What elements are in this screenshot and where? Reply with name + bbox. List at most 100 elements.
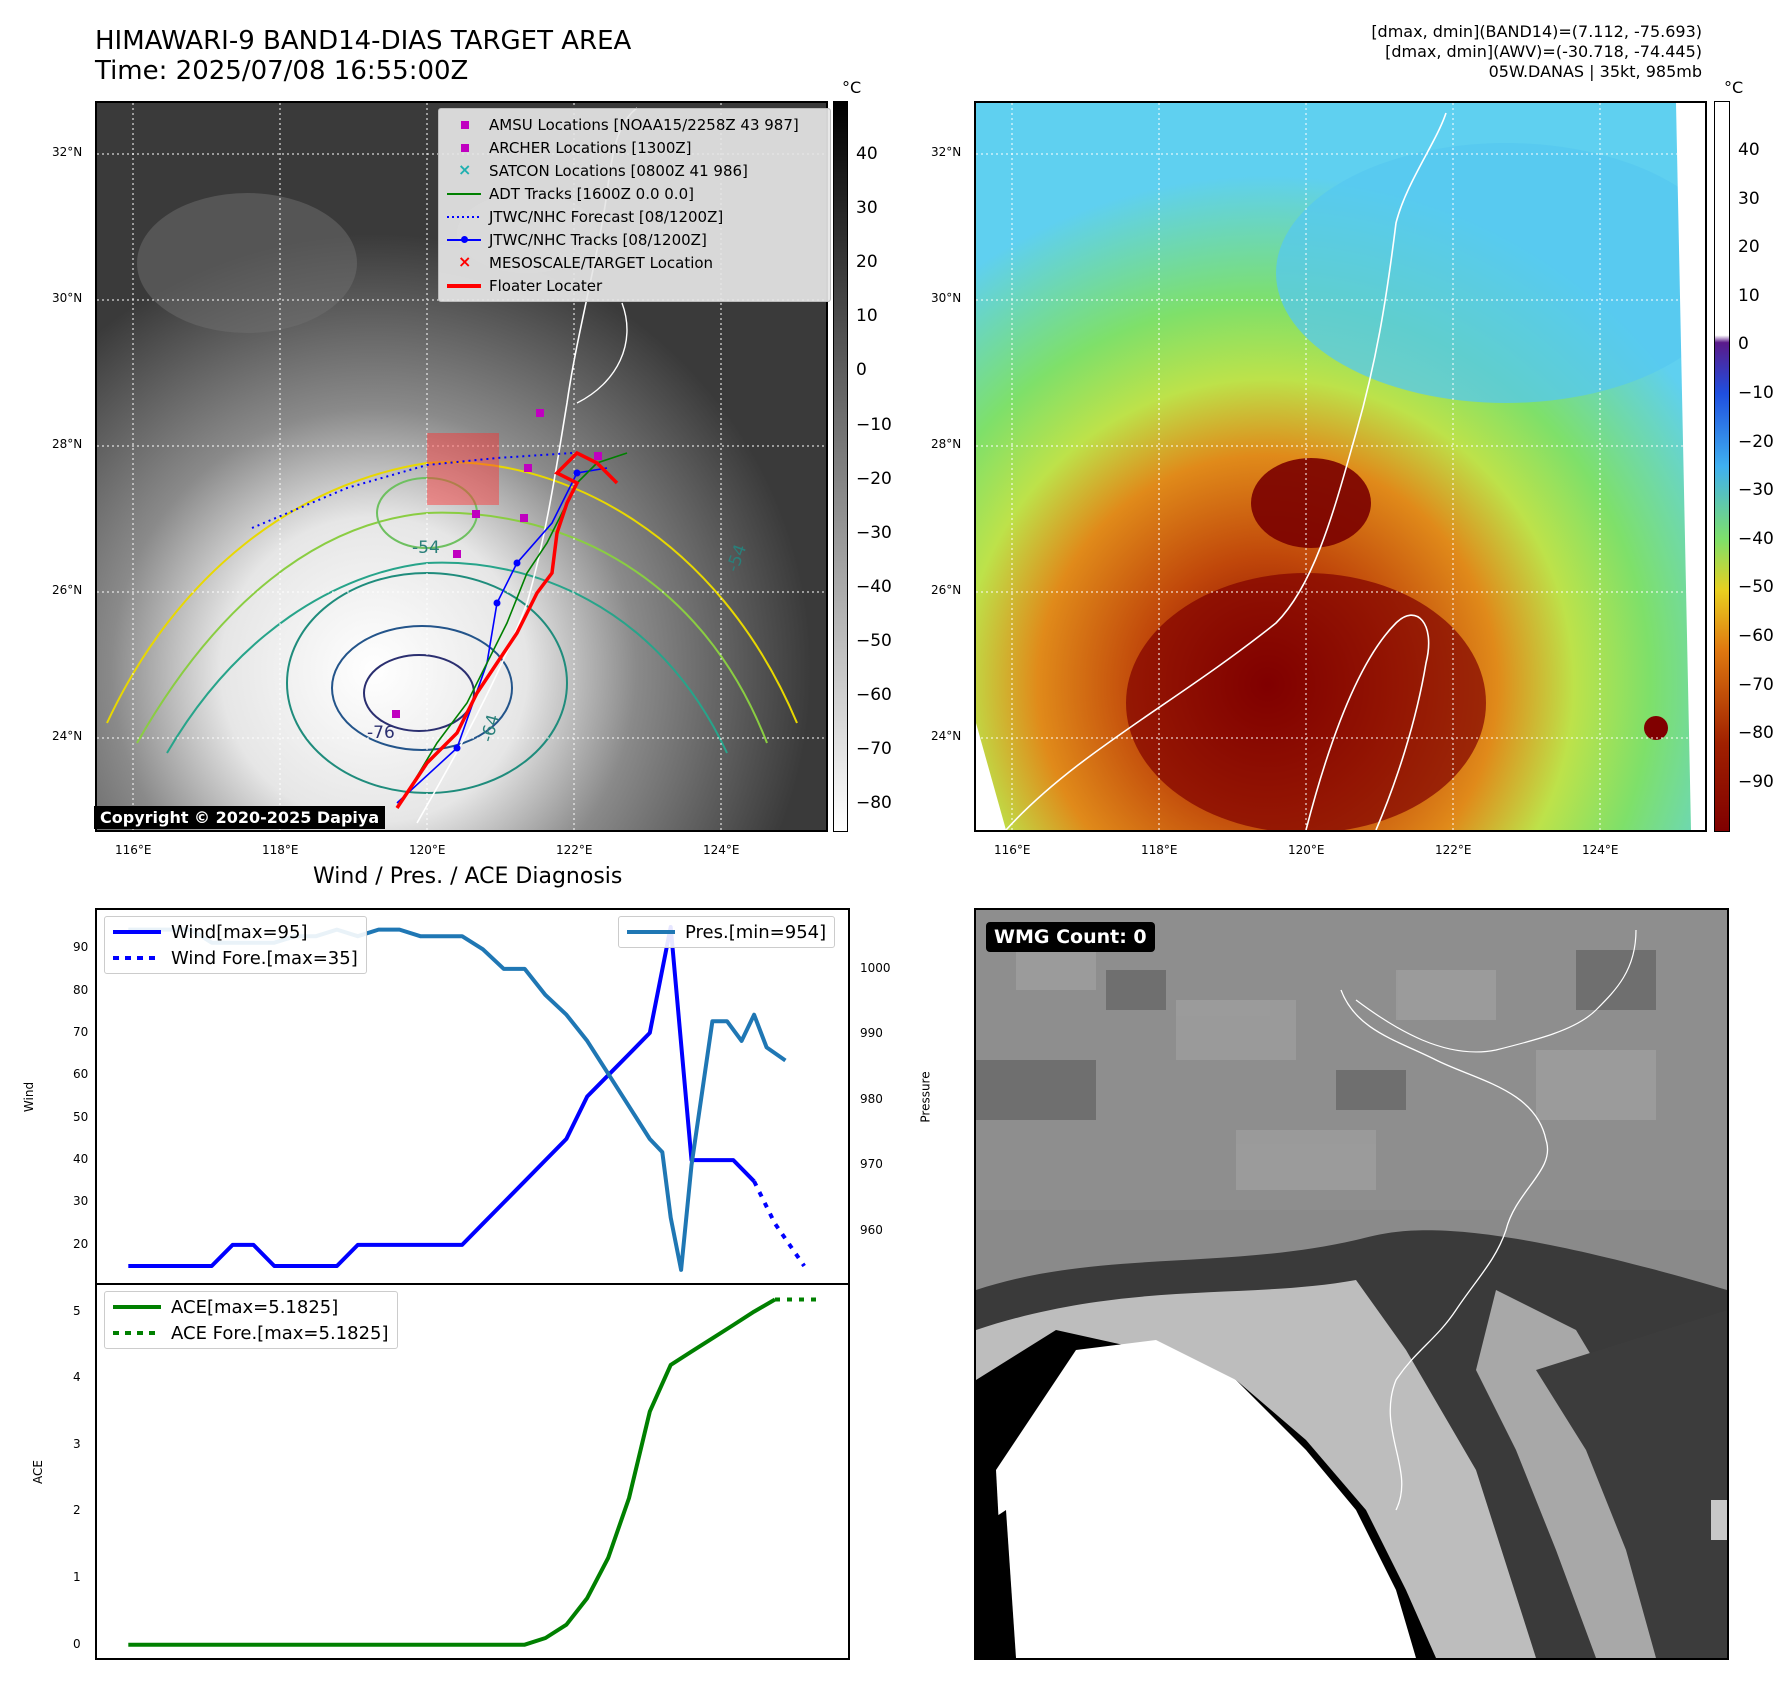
lat-tick: 26°N xyxy=(931,583,962,597)
legend-entry: ADT Tracks [1600Z 0.0 0.0] xyxy=(447,182,822,205)
colorbar-tick: −60 xyxy=(856,685,892,705)
info-storm: 05W.DANAS | 35kt, 985mb xyxy=(1488,62,1702,81)
wmg-count-badge: WMG Count: 0 xyxy=(986,922,1155,952)
wv-map-image xyxy=(976,103,1705,830)
legend-entry-ace: ACE[max=5.1825] xyxy=(113,1294,389,1320)
colorbar-tick: −20 xyxy=(1738,431,1774,452)
lon-tick: 116°E xyxy=(994,843,1031,857)
figure-title: HIMAWARI-9 BAND14-DIAS TARGET AREA Time:… xyxy=(95,26,631,86)
map-legend: AMSU Locations [NOAA15/2258Z 43 987] ARCH… xyxy=(438,108,831,302)
wv-map-panel xyxy=(974,101,1707,832)
legend-entry: ARCHER Locations [1300Z] xyxy=(447,136,822,159)
colorbar-tick: −70 xyxy=(856,739,892,760)
title-time: Time: 2025/07/08 16:55:00Z xyxy=(95,56,469,86)
legend-swatch xyxy=(447,276,481,296)
legend-label: JTWC/NHC Forecast [08/1200Z] xyxy=(489,207,724,226)
pressure-legend: Pres.[min=954] xyxy=(618,916,836,948)
legend-entry: Floater Locater xyxy=(447,274,822,297)
colorbar-tick: 10 xyxy=(1738,285,1760,306)
legend-entry-wind-forecast: Wind Fore.[max=35] xyxy=(113,945,358,971)
legend-swatch: × xyxy=(458,251,472,271)
legend-label: ADT Tracks [1600Z 0.0 0.0] xyxy=(489,184,694,203)
copyright-badge: Copyright © 2020-2025 Dapiya xyxy=(94,806,386,829)
lat-tick: 30°N xyxy=(52,291,83,305)
legend-swatch xyxy=(447,115,481,135)
colorbar-tick: −50 xyxy=(1738,577,1774,598)
colorbar-tick: −80 xyxy=(1738,723,1774,744)
colorbar-tick: −10 xyxy=(1738,383,1774,403)
series-line xyxy=(128,925,756,1268)
colorbar-tick: −50 xyxy=(856,630,892,651)
colorbar-tick: −30 xyxy=(1738,480,1774,501)
y2-tick-label: 1000 xyxy=(860,960,891,975)
legend-label: Floater Locater xyxy=(489,276,603,295)
diagnosis-title: Wind / Pres. / ACE Diagnosis xyxy=(313,864,623,889)
y-tick-label: 60 xyxy=(73,1067,89,1082)
contour-label: -54 xyxy=(412,538,440,558)
wmg-panel xyxy=(974,908,1729,1660)
y-tick-label: 2 xyxy=(73,1503,81,1518)
lon-tick: 124°E xyxy=(703,843,740,857)
series-line xyxy=(752,1180,806,1268)
colorbar-tick: 20 xyxy=(856,252,878,273)
colorbar-tick: 0 xyxy=(1738,334,1749,355)
lat-tick: 24°N xyxy=(52,729,83,743)
legend-entry: JTWC/NHC Forecast [08/1200Z] xyxy=(447,205,822,228)
lon-tick: 120°E xyxy=(409,843,446,857)
y2-tick-label: 960 xyxy=(860,1222,883,1237)
legend-swatch xyxy=(447,230,481,250)
series-line xyxy=(128,1297,777,1647)
legend-entry-wind: Wind[max=95] xyxy=(113,919,358,945)
colorbar-tick: −20 xyxy=(856,468,892,489)
wind-axis-label: Wind xyxy=(22,1081,37,1113)
y2-tick-label: 970 xyxy=(860,1157,883,1172)
ace-panel xyxy=(95,1283,850,1660)
ace-axis-label: ACE xyxy=(30,1460,45,1484)
ir-colorbar xyxy=(833,101,848,832)
colorbar-tick: 40 xyxy=(856,144,878,164)
legend-swatch: × xyxy=(458,159,472,179)
lat-tick: 28°N xyxy=(931,437,962,451)
wv-colorbar-unit: °C xyxy=(1724,78,1744,97)
lon-tick: 120°E xyxy=(1288,843,1325,857)
y-tick-label: 80 xyxy=(73,982,89,997)
lon-tick: 118°E xyxy=(1141,843,1178,857)
colorbar-tick: 10 xyxy=(856,306,878,327)
storm-info: [dmax, dmin](BAND14)=(7.112, -75.693) [d… xyxy=(1371,22,1702,82)
title-satellite: HIMAWARI-9 BAND14-DIAS TARGET AREA xyxy=(95,26,632,56)
colorbar-tick: −30 xyxy=(856,522,892,543)
legend-label: JTWC/NHC Tracks [08/1200Z] xyxy=(489,230,707,249)
lon-tick: 124°E xyxy=(1582,843,1619,857)
colorbar-tick: 30 xyxy=(1738,188,1760,209)
legend-swatch xyxy=(447,184,481,204)
colorbar-tick: −80 xyxy=(856,793,892,814)
colorbar-tick: −70 xyxy=(1738,674,1774,695)
lat-tick: 32°N xyxy=(52,145,83,159)
lon-tick: 118°E xyxy=(262,843,299,857)
ace-legend: ACE[max=5.1825] ACE Fore.[max=5.1825] xyxy=(104,1291,398,1349)
legend-entry-pressure: Pres.[min=954] xyxy=(627,919,826,945)
y-tick-label: 30 xyxy=(73,1194,89,1209)
legend-entry: JTWC/NHC Tracks [08/1200Z] xyxy=(447,228,822,251)
y-tick-label: 50 xyxy=(73,1109,89,1124)
colorbar-tick: 30 xyxy=(856,198,878,219)
y2-tick-label: 990 xyxy=(860,1026,883,1041)
lat-tick: 30°N xyxy=(931,291,962,305)
legend-entry: AMSU Locations [NOAA15/2258Z 43 987] xyxy=(447,113,822,136)
y-tick-label: 0 xyxy=(73,1636,81,1651)
colorbar-tick: 40 xyxy=(1738,140,1760,160)
y-tick-label: 3 xyxy=(73,1436,81,1451)
y2-tick-label: 980 xyxy=(860,1091,883,1106)
info-awv: [dmax, dmin](AWV)=(-30.718, -74.445) xyxy=(1385,42,1702,61)
colorbar-tick: −40 xyxy=(1738,528,1774,549)
legend-entry-ace-forecast: ACE Fore.[max=5.1825] xyxy=(113,1320,389,1346)
y-tick-label: 5 xyxy=(73,1303,81,1318)
ace-chart xyxy=(128,1297,823,1647)
colorbar-tick: 0 xyxy=(856,360,867,381)
y-tick-label: 20 xyxy=(73,1236,89,1251)
lat-tick: 26°N xyxy=(52,583,83,597)
y-tick-label: 70 xyxy=(73,1024,89,1039)
lat-tick: 28°N xyxy=(52,437,83,451)
pressure-axis-label: Pressure xyxy=(918,1071,933,1123)
colorbar-tick: −90 xyxy=(1738,771,1774,792)
